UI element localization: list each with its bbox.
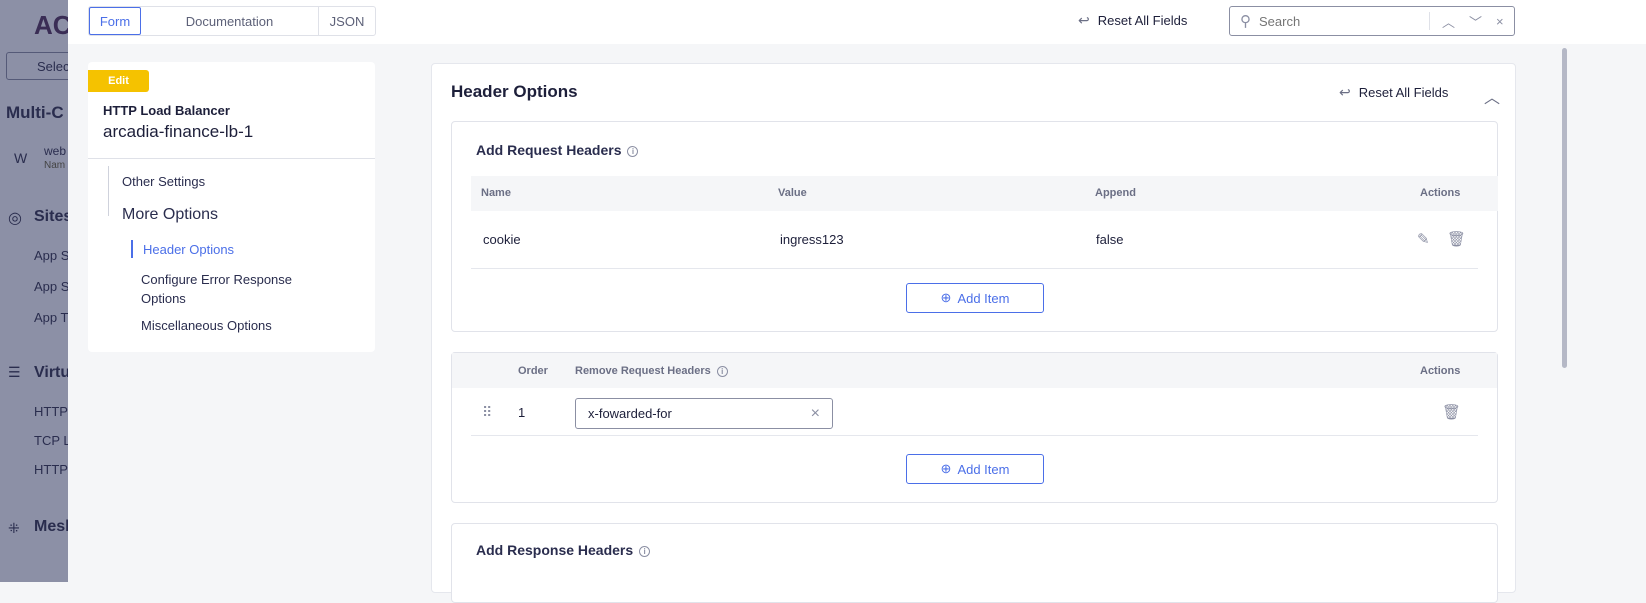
object-name: arcadia-finance-lb-1 <box>103 122 254 141</box>
globe-icon: ◎ <box>8 210 22 227</box>
sidebar-item[interactable]: TCP L <box>34 433 68 448</box>
drag-handle-icon[interactable]: ⠿ <box>482 404 493 420</box>
edit-badge: Edit <box>88 70 149 92</box>
search-icon: ⚲ <box>1240 13 1251 30</box>
info-icon: i <box>716 365 728 377</box>
collapse-icon[interactable]: ︿ <box>1484 90 1501 107</box>
remove-request-headers: Order Remove Request Headers i Actions ⠿ … <box>451 352 1498 503</box>
column-order: Order <box>518 365 548 377</box>
reset-label: Reset All Fields <box>1358 85 1449 100</box>
section-title: Header Options <box>451 82 578 101</box>
scrollbar[interactable] <box>1562 48 1567 368</box>
logo: AC <box>34 10 68 40</box>
chevron-up-icon[interactable]: ︿ <box>1442 14 1456 30</box>
workspace-sub: Nam <box>44 160 66 171</box>
trash-icon[interactable]: 🗑 <box>1447 231 1467 248</box>
column-value: Value <box>778 187 807 199</box>
tab-json[interactable]: JSON <box>329 13 365 29</box>
avatar: W <box>14 150 28 166</box>
plus-circle-icon: ⊕ <box>940 461 952 476</box>
tab-form[interactable]: Form <box>89 7 141 35</box>
info-icon: i <box>627 145 639 157</box>
sidebar-section-virtual[interactable]: Virtu <box>34 364 68 381</box>
reset-all-fields-button[interactable]: ↩ Reset All Fields <box>1078 12 1187 29</box>
header-options-section: Header Options ↩ Reset All Fields ︿ Add R… <box>431 63 1516 603</box>
mesh-icon: ⁜ <box>8 520 20 536</box>
sidebar-item[interactable]: App T <box>34 310 68 325</box>
clear-icon[interactable]: × <box>810 404 820 422</box>
reset-icon: ↩ <box>1078 12 1090 28</box>
cell-value: ingress123 <box>780 232 844 247</box>
server-icon: ☰ <box>8 364 21 380</box>
subsection-title: Add Response Headers i <box>476 542 651 558</box>
nav-configure-error-response[interactable]: Configure Error Response Options <box>141 272 293 306</box>
add-request-headers: Add Request Headers i Name Value Append A… <box>451 121 1498 332</box>
nav-miscellaneous-options[interactable]: Miscellaneous Options <box>141 318 272 333</box>
edit-icon[interactable]: ✎ <box>1417 231 1430 248</box>
sidebar-item[interactable]: App S <box>34 248 68 263</box>
column-name: Name <box>481 187 511 199</box>
view-tabs: Form Documentation JSON <box>88 6 376 36</box>
subsection-title: Add Request Headers i <box>476 142 639 158</box>
info-icon: i <box>639 545 651 557</box>
cell-order: 1 <box>518 405 526 420</box>
sidebar-item[interactable]: App S <box>34 279 68 294</box>
search-input[interactable] <box>1259 13 1409 29</box>
trash-icon[interactable]: 🗑 <box>1442 404 1462 421</box>
app-title: Multi-C <box>6 103 64 122</box>
search-box[interactable]: ⚲ ︿ ﹀ × <box>1229 6 1515 36</box>
chevron-down-icon[interactable]: ﹀ <box>1469 14 1483 30</box>
column-append: Append <box>1095 187 1136 199</box>
nav-other-settings[interactable]: Other Settings <box>122 174 206 189</box>
nav-more-options[interactable]: More Options <box>122 206 219 223</box>
reset-icon: ↩ <box>1339 84 1351 100</box>
form-nav-card: Edit HTTP Load Balancer arcadia-finance-… <box>88 62 375 352</box>
add-response-headers: Add Response Headers i <box>451 523 1498 603</box>
plus-circle-icon: ⊕ <box>940 290 952 305</box>
column-actions: Actions <box>1420 365 1461 377</box>
close-icon[interactable]: × <box>1496 13 1504 29</box>
section-reset-button[interactable]: ↩ Reset All Fields <box>1339 84 1448 101</box>
sidebar-section-sites[interactable]: Sites <box>34 208 68 225</box>
column-actions: Actions <box>1420 187 1461 199</box>
nav-header-options[interactable]: Header Options <box>143 242 235 257</box>
workspace-name: web <box>44 144 67 158</box>
background-sidebar: AC Selec Multi-C W web Nam ◎ Sites App S… <box>0 0 68 582</box>
reset-label: Reset All Fields <box>1097 13 1188 28</box>
select-button[interactable]: Selec <box>6 52 68 80</box>
cell-name: cookie <box>483 232 521 247</box>
sidebar-item[interactable]: HTTP <box>34 404 68 419</box>
cell-append: false <box>1096 232 1124 247</box>
tab-documentation[interactable]: Documentation <box>141 7 319 35</box>
add-item-button[interactable]: ⊕ Add Item <box>906 283 1044 313</box>
sidebar-section-mesh[interactable]: Mesh <box>34 518 68 535</box>
sidebar-item[interactable]: HTTP <box>34 462 68 477</box>
add-item-button[interactable]: ⊕ Add Item <box>906 454 1044 484</box>
object-type: HTTP Load Balancer <box>103 103 230 118</box>
column-remove-request-headers: Remove Request Headers i <box>575 365 728 377</box>
header-name-input[interactable]: x-fowarded-for × <box>575 398 833 429</box>
